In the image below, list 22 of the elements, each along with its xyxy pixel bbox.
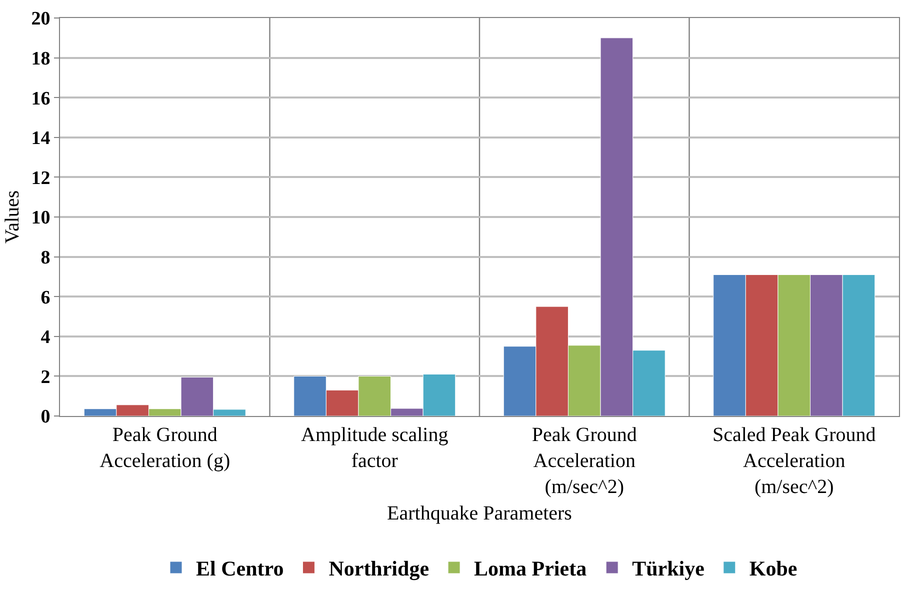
y-tick-label: 8 xyxy=(40,247,50,268)
y-tick-label: 14 xyxy=(31,128,51,150)
legend-label: El Centro xyxy=(196,556,284,581)
y-tick-label: 0 xyxy=(40,406,50,428)
legend-label: Türkiye xyxy=(632,556,704,581)
y-tick-label: 16 xyxy=(31,88,50,110)
y-axis-title: Values xyxy=(2,190,24,244)
x-axis-title: Earthquake Parameters xyxy=(387,502,572,524)
legend-label: Kobe xyxy=(749,556,798,581)
y-tick-label: 18 xyxy=(31,48,50,70)
y-tick-label: 2 xyxy=(40,366,50,388)
x-tick-label: Scaled Peak Ground Acceleration (m/sec^2) xyxy=(712,424,876,498)
y-tick-label: 10 xyxy=(31,208,50,229)
legend-label: Loma Prieta xyxy=(474,556,588,581)
x-tick-label: Amplitude scaling factor xyxy=(301,424,448,472)
legend-label: Northridge xyxy=(328,556,430,581)
y-tick-label: 4 xyxy=(40,327,51,348)
y-tick-label: 20 xyxy=(31,8,50,30)
y-tick-label: 12 xyxy=(31,168,50,189)
x-tick-label: Peak Ground Acceleration (m/sec^2) xyxy=(532,424,637,498)
y-tick-label: 6 xyxy=(40,287,50,308)
x-tick-label: Peak Ground Acceleration (g) xyxy=(100,424,230,472)
